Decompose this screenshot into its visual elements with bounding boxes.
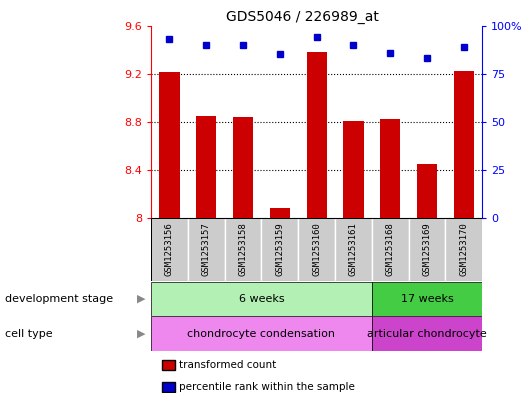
Bar (261, 218, 298, 281)
Bar (306, 52, 327, 218)
Bar (225, 218, 261, 281)
Bar (372, 316, 482, 351)
Bar (372, 282, 482, 316)
Text: GSM1253170: GSM1253170 (460, 223, 469, 276)
Text: ▶: ▶ (137, 294, 146, 304)
Bar (151, 316, 372, 351)
Bar (446, 218, 482, 281)
Text: cell type: cell type (5, 329, 53, 339)
Bar (188, 218, 225, 281)
Bar (409, 218, 446, 281)
Text: 17 weeks: 17 weeks (401, 294, 454, 304)
Text: GSM1253157: GSM1253157 (202, 223, 211, 276)
Bar (270, 208, 290, 218)
Text: development stage: development stage (5, 294, 113, 304)
Bar (151, 282, 372, 316)
Bar (151, 218, 188, 281)
Bar (417, 164, 437, 218)
Bar (372, 218, 409, 281)
Text: GSM1253156: GSM1253156 (165, 223, 174, 276)
Bar (335, 218, 372, 281)
Text: GDS5046 / 226989_at: GDS5046 / 226989_at (226, 10, 378, 24)
Text: ▶: ▶ (137, 329, 146, 339)
Bar (380, 119, 400, 218)
Text: GSM1253159: GSM1253159 (276, 223, 285, 276)
Bar (454, 71, 474, 218)
Text: GSM1253168: GSM1253168 (386, 223, 395, 276)
Text: articular chondrocyte: articular chondrocyte (367, 329, 487, 339)
Text: GSM1253158: GSM1253158 (238, 223, 248, 276)
Bar (343, 121, 364, 218)
Text: GSM1253161: GSM1253161 (349, 223, 358, 276)
Text: GSM1253160: GSM1253160 (312, 223, 321, 276)
Bar (160, 72, 180, 218)
Text: chondrocyte condensation: chondrocyte condensation (188, 329, 335, 339)
Text: percentile rank within the sample: percentile rank within the sample (179, 382, 355, 392)
Bar (298, 218, 335, 281)
Bar (233, 117, 253, 218)
Text: transformed count: transformed count (179, 360, 276, 370)
Text: GSM1253169: GSM1253169 (422, 223, 431, 276)
Text: 6 weeks: 6 weeks (238, 294, 284, 304)
Bar (196, 116, 216, 218)
